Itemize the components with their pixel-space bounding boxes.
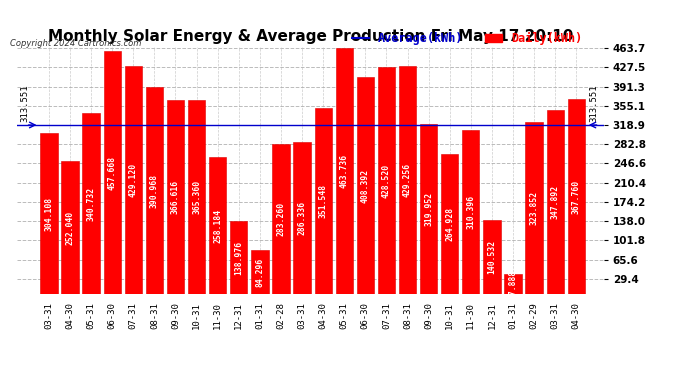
Text: 340.732: 340.732	[86, 187, 96, 221]
Text: 429.256: 429.256	[403, 164, 412, 198]
Title: Monthly Solar Energy & Average Production Fri May 17 20:10: Monthly Solar Energy & Average Productio…	[48, 29, 573, 44]
Bar	[462, 129, 480, 294]
Bar	[273, 144, 290, 294]
Bar	[104, 51, 121, 294]
Bar	[399, 66, 416, 294]
Bar	[125, 66, 142, 294]
Text: 283.260: 283.260	[277, 202, 286, 236]
Bar	[251, 250, 268, 294]
Bar	[526, 122, 543, 294]
Text: 304.108: 304.108	[44, 196, 53, 231]
Text: 463.736: 463.736	[339, 154, 348, 188]
Text: 313.551: 313.551	[21, 85, 30, 122]
Text: 310.396: 310.396	[466, 195, 475, 229]
Bar	[568, 99, 585, 294]
Bar	[378, 67, 395, 294]
Bar	[483, 220, 500, 294]
Bar	[167, 100, 184, 294]
Text: 408.392: 408.392	[361, 169, 370, 203]
Text: 138.976: 138.976	[235, 240, 244, 274]
Bar	[61, 160, 79, 294]
Legend: Average(kWh), Daily(kWh): Average(kWh), Daily(kWh)	[348, 28, 586, 50]
Bar	[146, 87, 163, 294]
Text: 390.968: 390.968	[150, 174, 159, 208]
Text: 37.888: 37.888	[509, 270, 518, 299]
Bar	[315, 108, 332, 294]
Text: 429.120: 429.120	[129, 164, 138, 198]
Bar	[188, 100, 205, 294]
Text: 258.184: 258.184	[213, 209, 222, 243]
Text: 140.532: 140.532	[487, 240, 496, 274]
Text: 457.668: 457.668	[108, 156, 117, 190]
Text: 351.548: 351.548	[319, 184, 328, 218]
Text: 365.360: 365.360	[192, 180, 201, 214]
Bar	[504, 274, 522, 294]
Bar	[82, 113, 100, 294]
Text: 428.520: 428.520	[382, 164, 391, 198]
Text: 286.336: 286.336	[297, 201, 306, 236]
Bar	[335, 48, 353, 294]
Bar	[357, 78, 374, 294]
Text: 323.852: 323.852	[530, 191, 539, 225]
Bar	[293, 142, 310, 294]
Text: 319.952: 319.952	[424, 192, 433, 226]
Text: 366.616: 366.616	[171, 180, 180, 214]
Bar	[546, 110, 564, 294]
Bar	[40, 133, 57, 294]
Text: 313.551: 313.551	[589, 85, 598, 122]
Text: 367.760: 367.760	[572, 180, 581, 214]
Bar	[420, 124, 437, 294]
Bar	[209, 157, 226, 294]
Bar	[230, 220, 248, 294]
Text: 84.296: 84.296	[255, 257, 264, 286]
Text: 264.928: 264.928	[445, 207, 454, 241]
Text: Copyright 2024 Cartronics.com: Copyright 2024 Cartronics.com	[10, 39, 141, 48]
Text: 252.040: 252.040	[66, 210, 75, 244]
Bar	[441, 154, 458, 294]
Text: 347.892: 347.892	[551, 185, 560, 219]
